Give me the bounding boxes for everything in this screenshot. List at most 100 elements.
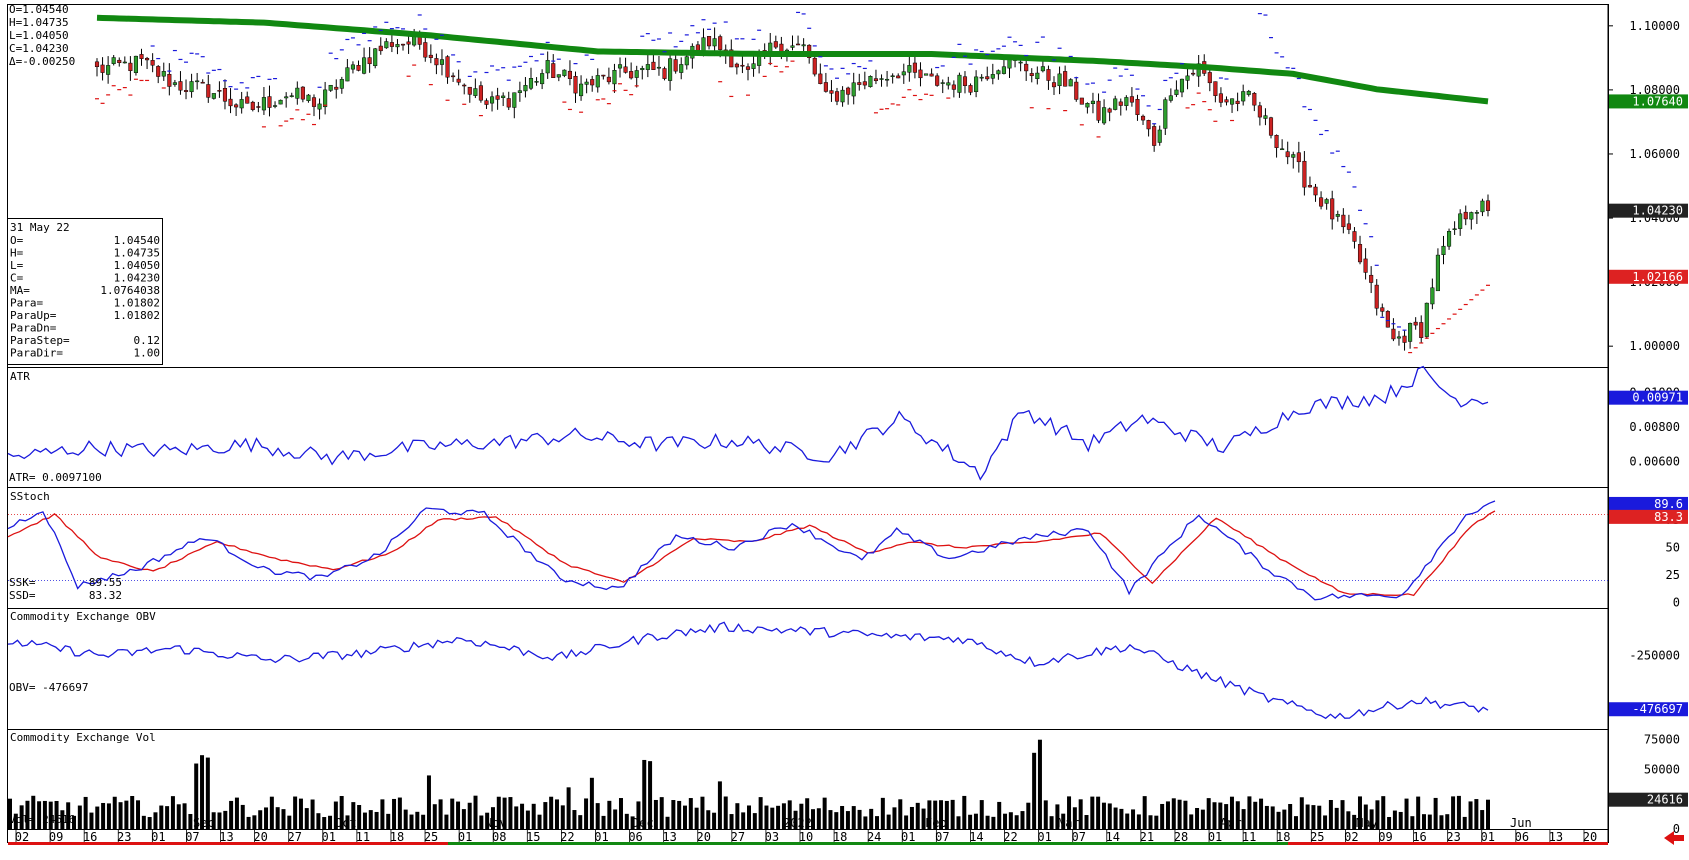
candle-body bbox=[885, 78, 890, 81]
price-panel: 1.100001.080001.060001.040001.020001.000… bbox=[94, 11, 1688, 354]
volume-bar bbox=[834, 812, 839, 829]
candle-body bbox=[623, 66, 628, 73]
candle-body bbox=[1024, 63, 1029, 72]
candle-body bbox=[117, 59, 122, 63]
volume-bar bbox=[1165, 801, 1170, 829]
day-label: 13 bbox=[662, 830, 676, 844]
candle-body bbox=[985, 76, 990, 80]
candle-body bbox=[128, 62, 133, 71]
day-label: 01 bbox=[901, 830, 915, 844]
candle-body bbox=[851, 82, 856, 97]
volume-bar bbox=[1055, 804, 1060, 829]
volume-bar bbox=[234, 797, 239, 829]
candle-body bbox=[595, 75, 600, 88]
candle-body bbox=[890, 75, 895, 77]
volume-bar bbox=[1480, 810, 1485, 829]
day-label: 18 bbox=[1276, 830, 1290, 844]
candle-body bbox=[106, 65, 111, 75]
volume-bar bbox=[578, 815, 583, 829]
volume-bar bbox=[252, 815, 257, 829]
candle-body bbox=[111, 57, 116, 64]
volume-bar bbox=[461, 809, 466, 829]
candle-body bbox=[1090, 100, 1096, 104]
volume-bar bbox=[1462, 816, 1467, 829]
atr-value-badge-bg bbox=[1609, 390, 1688, 405]
candle-body bbox=[523, 85, 528, 92]
candle-body bbox=[1113, 98, 1118, 110]
day-label: 11 bbox=[1242, 830, 1256, 844]
volume-bar bbox=[822, 797, 827, 829]
candle-body bbox=[1391, 328, 1396, 340]
candle-body bbox=[211, 93, 216, 99]
candle-body bbox=[946, 82, 951, 86]
volume-bar bbox=[333, 801, 338, 829]
candle-body bbox=[367, 57, 372, 65]
volume-bar bbox=[188, 813, 193, 829]
volume-bar bbox=[444, 814, 449, 829]
candle-body bbox=[601, 74, 606, 77]
volume-bar bbox=[706, 810, 711, 829]
volume-bar bbox=[1369, 809, 1374, 829]
candle-body bbox=[373, 48, 378, 67]
ohlc-low: C=1.04230 bbox=[9, 42, 69, 55]
candle-body bbox=[1435, 254, 1440, 292]
candle-body bbox=[428, 54, 433, 58]
info-row-value: 1.01802 bbox=[114, 297, 160, 310]
day-label: 09 bbox=[49, 830, 63, 844]
ohlc-open: O=1.04540 bbox=[9, 3, 69, 16]
candle-body bbox=[1346, 223, 1351, 230]
month-label: Dec bbox=[632, 816, 654, 830]
candle-body bbox=[1296, 152, 1301, 163]
vol-tick-label: 75000 bbox=[1644, 733, 1680, 747]
candle-body bbox=[1191, 72, 1196, 75]
ma-value-badge-bg bbox=[1609, 94, 1688, 109]
volume-bar bbox=[176, 804, 181, 829]
volume-bar bbox=[1253, 801, 1258, 829]
volume-bar bbox=[1323, 815, 1328, 829]
candle-body bbox=[840, 89, 845, 103]
day-label: 03 bbox=[765, 830, 779, 844]
close-value-badge: 1.04230 bbox=[1632, 204, 1683, 218]
candle-body bbox=[551, 63, 556, 78]
candle-body bbox=[139, 54, 144, 59]
candle-body bbox=[1046, 69, 1051, 81]
info-row-value: 0.12 bbox=[134, 334, 161, 347]
volume-bar bbox=[1020, 811, 1025, 829]
day-label: 20 bbox=[697, 830, 711, 844]
volume-bar bbox=[933, 800, 938, 829]
obv-panel: -250000 -476697 bbox=[7, 621, 1688, 720]
candle-body bbox=[1380, 307, 1385, 312]
scroll-left-arrow-icon[interactable] bbox=[1664, 831, 1684, 845]
day-label: 01 bbox=[458, 830, 472, 844]
candle-body bbox=[339, 79, 344, 89]
candle-body bbox=[1396, 336, 1402, 339]
candle-body bbox=[501, 95, 506, 98]
ssk-value-badge-bg bbox=[1609, 496, 1688, 511]
volume-bar bbox=[1474, 799, 1479, 829]
candle-body bbox=[1352, 231, 1357, 242]
candle-body bbox=[1001, 66, 1006, 74]
volume-bar bbox=[659, 797, 664, 829]
volume-bar bbox=[1107, 803, 1112, 829]
info-row-label: Para= bbox=[10, 297, 43, 310]
atr-tick-label: 0.00600 bbox=[1629, 454, 1680, 468]
candle-body bbox=[362, 57, 367, 74]
candle-body bbox=[1313, 186, 1318, 196]
candle-body bbox=[1163, 99, 1168, 129]
volume-bar bbox=[1189, 814, 1194, 829]
day-label: 16 bbox=[1412, 830, 1426, 844]
candle-body bbox=[1018, 61, 1023, 64]
volume-bar bbox=[770, 807, 775, 829]
candle-body bbox=[1179, 78, 1185, 93]
candle-body bbox=[406, 41, 411, 45]
candle-body bbox=[478, 85, 483, 101]
volume-bar bbox=[1200, 809, 1205, 829]
volume-bar bbox=[31, 795, 36, 829]
candle-body bbox=[295, 87, 300, 99]
volume-bar bbox=[1427, 814, 1432, 829]
day-label: 20 bbox=[1583, 830, 1597, 844]
day-label: 23 bbox=[1446, 830, 1460, 844]
candle-body bbox=[1441, 245, 1446, 255]
volume-bar bbox=[200, 755, 205, 829]
volume-bar bbox=[1078, 799, 1083, 829]
